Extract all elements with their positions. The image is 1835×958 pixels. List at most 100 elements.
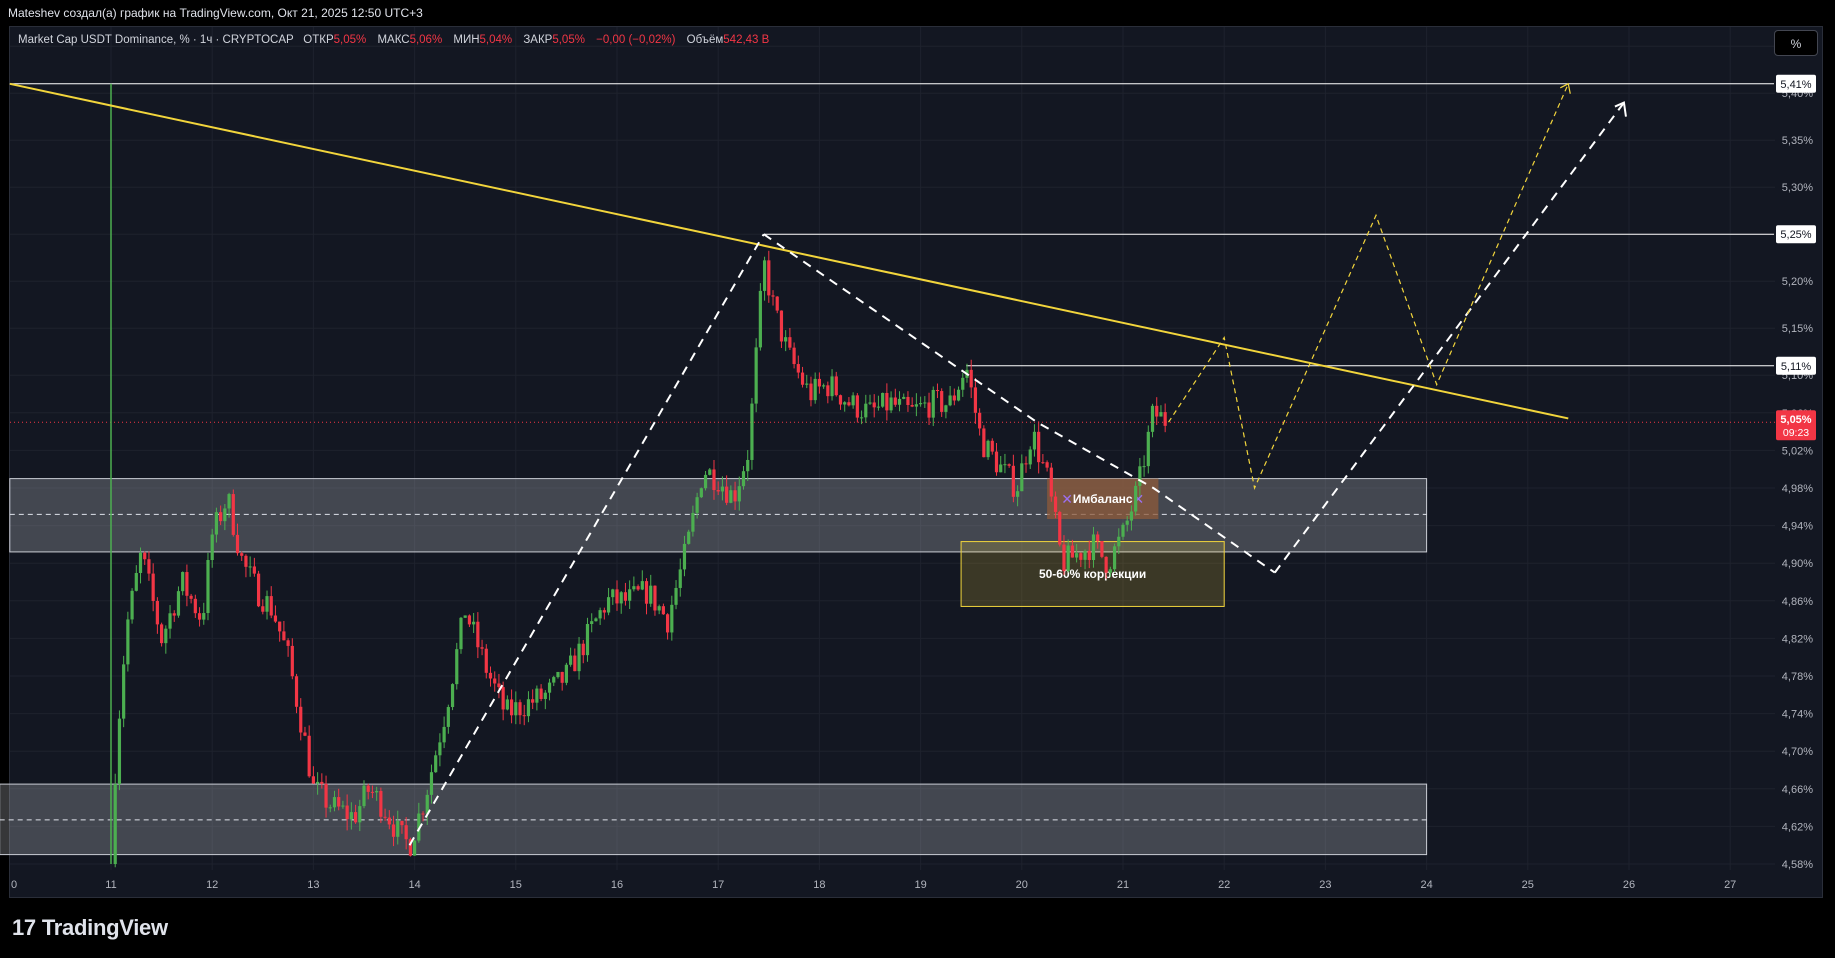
- candle-body: [661, 606, 665, 615]
- candle-body: [193, 598, 197, 614]
- candle-body: [320, 781, 324, 784]
- candle-body: [375, 790, 379, 793]
- x-tick-label: 15: [510, 879, 522, 891]
- zones: Имбаланс✕ ✕ 50-60% коррекции: [0, 478, 1428, 856]
- candle-body: [889, 397, 893, 411]
- candle-body: [1150, 405, 1155, 432]
- candle-body: [248, 566, 252, 568]
- candle-body: [859, 417, 864, 419]
- candle-body: [526, 699, 531, 717]
- candle-body: [311, 776, 315, 784]
- candle-body: [421, 813, 425, 815]
- candle-body: [509, 699, 514, 716]
- candle-body: [147, 559, 151, 574]
- candle-body: [476, 621, 480, 648]
- y-tick-label: 5,35%: [1782, 135, 1813, 147]
- candle-body: [244, 555, 248, 567]
- projection-white-up: [408, 233, 765, 846]
- x-tick-label: 27: [1724, 879, 1736, 891]
- candle-body: [383, 816, 387, 818]
- y-tick-label: 4,70%: [1782, 746, 1813, 758]
- candle-body: [779, 310, 784, 342]
- level-price-label: 5,41%: [1780, 79, 1811, 91]
- candle-body: [1087, 550, 1091, 561]
- open-label: ОТКР: [303, 34, 334, 46]
- candle-body: [733, 490, 737, 502]
- change-value: −0,00 (−0,02%): [596, 34, 676, 46]
- candle-body: [729, 490, 733, 503]
- candle-body: [741, 471, 746, 487]
- candle-body: [1117, 536, 1121, 547]
- chart-area[interactable]: [9, 26, 1823, 898]
- y-tick-label: 4,86%: [1782, 596, 1813, 608]
- candle-body: [876, 406, 881, 408]
- projection-white-down: [763, 233, 1276, 574]
- candle-body: [539, 688, 543, 700]
- candle-body: [501, 687, 505, 710]
- candle-body: [978, 412, 982, 429]
- candle-body: [1091, 534, 1096, 561]
- candle-body: [581, 643, 585, 656]
- candle-body: [573, 655, 577, 672]
- candle-body: [703, 474, 708, 489]
- candle-body: [518, 702, 522, 716]
- candle-body: [552, 677, 556, 683]
- candle-body: [750, 403, 754, 460]
- candle-body: [522, 715, 526, 717]
- candle-body: [1096, 534, 1100, 542]
- level-price-box: [1776, 74, 1816, 93]
- candle-body: [838, 395, 843, 405]
- arrowhead-white-icon: [1614, 101, 1627, 117]
- candle-body: [855, 395, 859, 418]
- candle-body: [366, 785, 370, 792]
- attribution-header: Mateshev создал(а) график на TradingView…: [0, 0, 1835, 26]
- symbol-legend: Market Cap USDT Dominance, % · 1ч · CRYP…: [18, 34, 777, 46]
- candle-body: [202, 613, 206, 620]
- candle-body: [919, 403, 923, 405]
- candle-body: [446, 707, 450, 727]
- candle-body: [619, 592, 623, 604]
- candle-body: [1159, 412, 1163, 417]
- candle-body: [358, 806, 362, 823]
- tradingview-logo[interactable]: 17 TradingView: [12, 915, 168, 941]
- candle-body: [678, 569, 682, 588]
- candle-body: [986, 440, 990, 458]
- candle-body: [969, 369, 973, 388]
- candle-body: [1003, 464, 1007, 466]
- candle-body: [569, 655, 573, 665]
- candle-body: [961, 377, 965, 390]
- candle-body: [737, 486, 741, 502]
- x-tick-label: 18: [813, 879, 825, 891]
- candle-body: [189, 595, 193, 599]
- candle-body: [400, 820, 404, 826]
- countdown-label: 09:23: [1783, 427, 1809, 439]
- grid: [10, 27, 1775, 870]
- candle-body: [214, 512, 219, 535]
- candle-body: [564, 664, 568, 683]
- candle-body: [472, 621, 476, 625]
- y-tick-label: 4,98%: [1782, 483, 1813, 495]
- x-tick-label: 23: [1319, 879, 1331, 891]
- candle-body: [425, 794, 429, 814]
- candle-body: [771, 295, 775, 297]
- candle-body: [1070, 545, 1074, 558]
- candle-body: [463, 615, 467, 618]
- candle-body: [923, 402, 927, 404]
- candle-body: [514, 702, 518, 716]
- candle-body: [273, 615, 278, 622]
- candle-body: [404, 825, 408, 840]
- x-tick-label: 12: [206, 879, 218, 891]
- horizontal-levels: [9, 83, 1775, 423]
- candle-body: [429, 772, 434, 795]
- candle-body: [1020, 463, 1024, 492]
- candle-body: [1041, 462, 1045, 464]
- candle-body: [467, 615, 472, 625]
- candle-body: [450, 684, 455, 708]
- candles: [110, 83, 1167, 868]
- y-tick-label: 4,94%: [1782, 521, 1813, 533]
- percent-scale-button[interactable]: %: [1774, 30, 1818, 56]
- candle-body: [223, 508, 227, 522]
- candle-body: [282, 631, 286, 641]
- candle-body: [438, 742, 442, 756]
